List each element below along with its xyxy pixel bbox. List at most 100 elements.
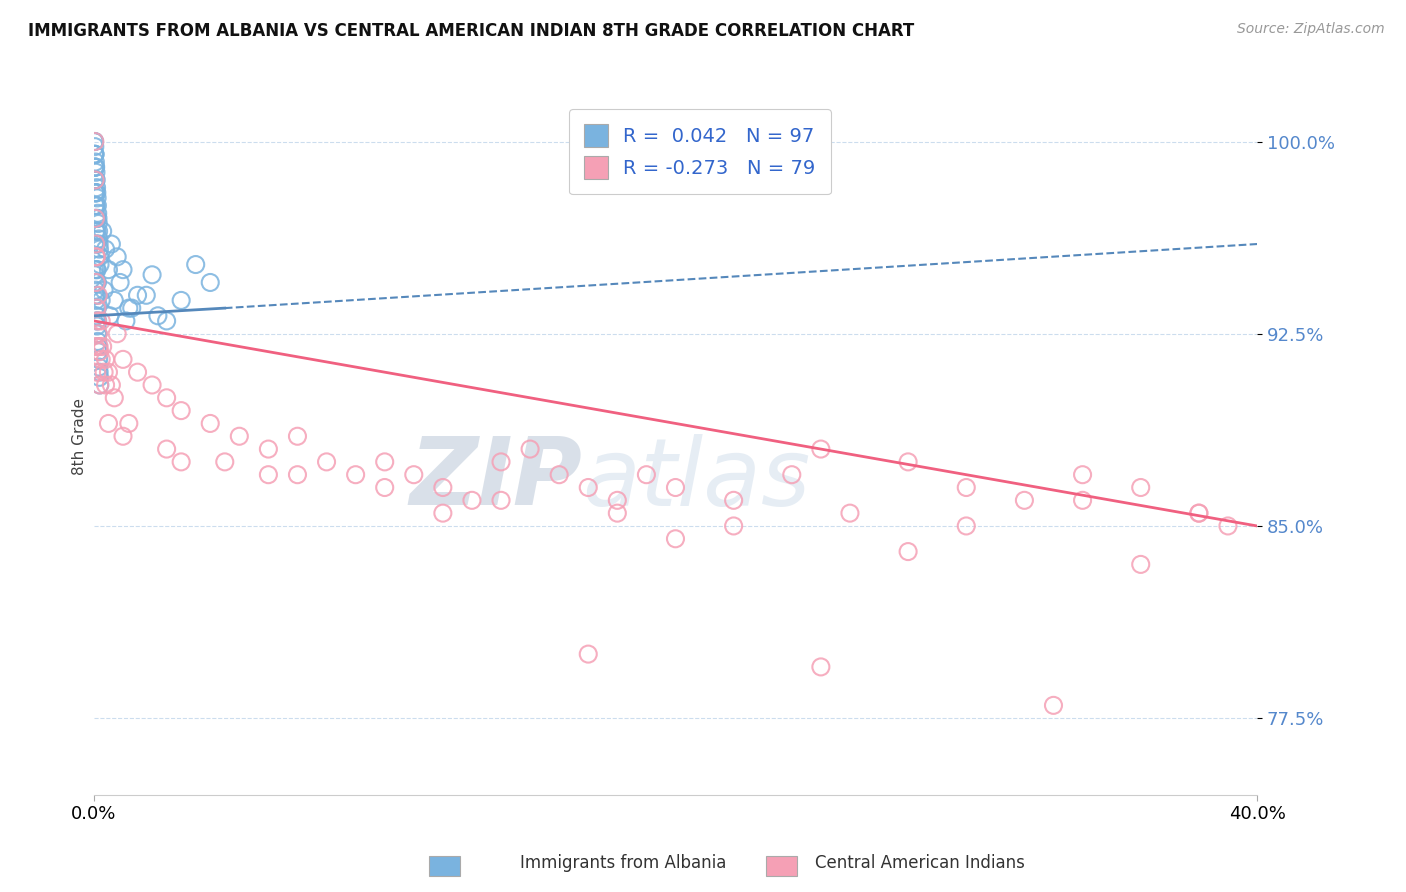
Text: Central American Indians: Central American Indians [815, 855, 1025, 872]
Point [287, 467, 309, 482]
Point [84, 160, 107, 174]
Point [100, 378, 122, 392]
Point [97, 365, 120, 379]
Point [576, 481, 599, 495]
Point [84, 186, 107, 200]
Point [83, 135, 105, 149]
Point [84, 147, 107, 161]
Point [84, 224, 107, 238]
Point [89, 340, 111, 354]
Point [84, 160, 107, 174]
Point [89, 250, 111, 264]
Point [89, 344, 111, 359]
Point [86, 224, 108, 238]
Point [83, 135, 105, 149]
Point [118, 417, 141, 431]
Point [489, 455, 512, 469]
Text: atlas: atlas [582, 434, 811, 524]
Text: Source: ZipAtlas.com: Source: ZipAtlas.com [1237, 22, 1385, 37]
Point [89, 237, 111, 252]
Point [84, 276, 107, 290]
Point [83, 147, 105, 161]
Point [1071, 467, 1094, 482]
Point [83, 147, 105, 161]
Point [83, 139, 105, 153]
Point [374, 455, 396, 469]
Point [606, 493, 628, 508]
Point [83, 135, 105, 149]
Point [84, 160, 107, 174]
Point [83, 160, 105, 174]
Point [86, 237, 108, 252]
Point [87, 352, 110, 367]
Point [86, 365, 108, 379]
Point [1129, 481, 1152, 495]
Point [84, 250, 107, 264]
Point [1188, 506, 1211, 520]
Point [89, 258, 111, 272]
Point [723, 493, 745, 508]
Point [121, 301, 143, 315]
Point [91, 224, 114, 238]
Point [84, 198, 107, 212]
Point [90, 314, 112, 328]
Point [84, 211, 107, 226]
Point [97, 262, 120, 277]
Point [89, 378, 111, 392]
Point [810, 660, 832, 674]
Point [86, 198, 108, 212]
Point [87, 288, 110, 302]
Point [170, 293, 193, 308]
Point [84, 301, 107, 315]
Point [84, 237, 107, 252]
Point [94, 242, 117, 256]
Point [402, 467, 425, 482]
Point [87, 217, 110, 231]
Point [84, 283, 107, 297]
Point [83, 262, 105, 277]
Point [84, 224, 107, 238]
Point [86, 319, 108, 334]
Point [83, 268, 105, 282]
Point [93, 283, 115, 297]
Point [257, 442, 280, 456]
Point [83, 173, 105, 187]
Point [84, 211, 107, 226]
Point [86, 180, 108, 194]
Point [344, 467, 367, 482]
Point [84, 340, 107, 354]
Point [103, 293, 125, 308]
Point [461, 493, 484, 508]
Point [548, 467, 571, 482]
Point [86, 334, 108, 349]
Point [83, 135, 105, 149]
Point [87, 224, 110, 238]
Point [84, 165, 107, 179]
Point [228, 429, 250, 443]
Point [87, 359, 110, 374]
Point [287, 429, 309, 443]
Point [1216, 519, 1239, 533]
Point [86, 314, 108, 328]
Point [1188, 506, 1211, 520]
Point [897, 455, 920, 469]
Point [84, 173, 107, 187]
Point [723, 519, 745, 533]
Point [91, 340, 114, 354]
Point [94, 352, 117, 367]
Point [89, 365, 111, 379]
Point [810, 442, 832, 456]
Point [89, 370, 111, 384]
Point [105, 326, 128, 341]
Point [127, 365, 149, 379]
Point [84, 293, 107, 308]
Point [1129, 558, 1152, 572]
Point [86, 186, 108, 200]
Point [664, 532, 686, 546]
Point [780, 467, 803, 482]
Point [90, 352, 112, 367]
Point [94, 378, 117, 392]
Point [84, 250, 107, 264]
Point [1014, 493, 1036, 508]
Point [83, 186, 105, 200]
